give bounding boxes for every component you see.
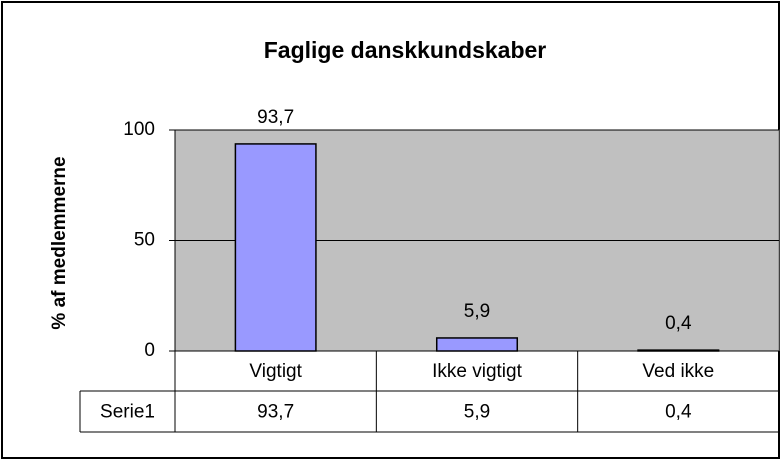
x-tick-label: Vigtigt bbox=[249, 361, 302, 382]
y-tick-label: 50 bbox=[134, 230, 155, 251]
table-series-name: Serie1 bbox=[100, 402, 155, 423]
y-axis-label: % af medlemmerne bbox=[49, 156, 70, 329]
table-cell: 93,7 bbox=[257, 402, 294, 423]
data-label: 0,4 bbox=[665, 313, 692, 334]
x-tick-label: Ved ikke bbox=[642, 361, 714, 382]
chart-title: Faglige danskkundskaber bbox=[264, 37, 547, 63]
x-tick-label: Ikke vigtigt bbox=[432, 361, 522, 382]
y-tick-label: 100 bbox=[123, 119, 155, 140]
bar bbox=[435, 337, 519, 352]
data-label: 93,7 bbox=[257, 107, 294, 128]
data-label: 5,9 bbox=[464, 301, 490, 322]
table-cell: 5,9 bbox=[464, 402, 490, 423]
table-cell: 0,4 bbox=[665, 402, 692, 423]
bar bbox=[234, 143, 317, 352]
y-tick-label: 0 bbox=[144, 340, 155, 361]
